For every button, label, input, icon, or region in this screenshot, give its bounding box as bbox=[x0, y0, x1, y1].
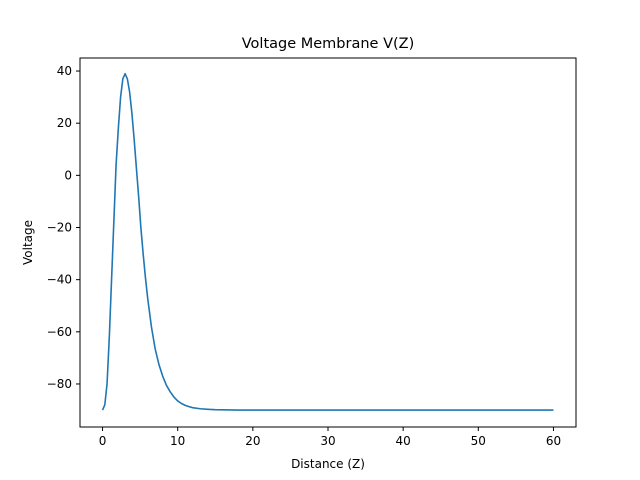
y-tick-label: −60 bbox=[47, 325, 72, 339]
x-tick-label: 0 bbox=[99, 434, 107, 448]
x-tick-label: 40 bbox=[396, 434, 411, 448]
x-tick-label: 20 bbox=[245, 434, 260, 448]
y-tick-label: −80 bbox=[47, 377, 72, 391]
x-tick-label: 10 bbox=[170, 434, 185, 448]
y-tick-label: 0 bbox=[64, 168, 72, 182]
y-tick-label: −40 bbox=[47, 273, 72, 287]
chart-title: Voltage Membrane V(Z) bbox=[242, 36, 415, 52]
x-tick-label: 60 bbox=[546, 434, 561, 448]
y-tick-label: −20 bbox=[47, 221, 72, 235]
x-tick-label: 30 bbox=[320, 434, 335, 448]
x-axis-title: Distance (Z) bbox=[291, 457, 365, 471]
y-axis-ticks: −80 −60 −40 −20 0 20 40 bbox=[47, 64, 80, 391]
y-axis-title: Voltage bbox=[21, 220, 35, 265]
plot-layer bbox=[101, 72, 554, 411]
x-axis-ticks: 0 10 20 30 40 50 60 bbox=[99, 427, 561, 448]
y-tick-label: 20 bbox=[57, 116, 72, 130]
y-tick-label: 40 bbox=[57, 64, 72, 78]
x-tick-label: 50 bbox=[471, 434, 486, 448]
series-line-0 bbox=[101, 72, 554, 411]
